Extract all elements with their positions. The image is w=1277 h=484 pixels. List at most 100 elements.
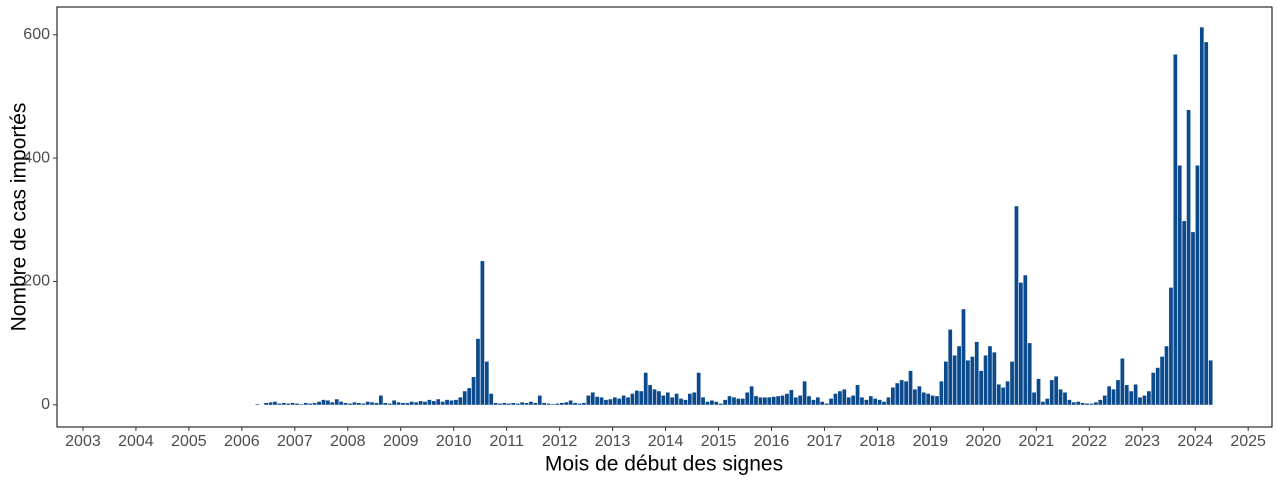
bar [321,399,326,405]
bar [577,403,582,405]
bar [696,372,701,405]
bar [785,393,789,405]
bar [626,397,630,405]
bar [1014,206,1019,405]
bar [1080,402,1085,405]
bar [484,361,489,405]
bar [683,399,688,405]
bar [921,392,926,405]
bar [476,338,480,405]
bar [1049,380,1054,405]
bar [846,397,851,405]
bar [643,372,648,405]
x-tick-label: 2022 [1071,433,1107,450]
bar [802,381,807,405]
bar [1018,282,1023,405]
bar [749,386,754,405]
bar [462,391,467,405]
bar [908,370,913,405]
bar [520,402,525,405]
x-tick-label: 2013 [595,433,631,450]
bar [1195,165,1200,405]
bar [913,389,917,405]
bar [771,396,776,405]
bar [564,402,569,405]
bar [974,341,979,405]
bar [758,397,763,405]
x-tick-label: 2025 [1230,433,1266,450]
y-axis-title: Nombre de cas importés [8,103,31,332]
bar [277,403,282,405]
bar [930,395,935,405]
bar [882,401,886,405]
bar [480,261,485,405]
bar [330,402,335,405]
bar [317,401,321,405]
bar [710,400,714,405]
bar [1173,54,1178,405]
bar [1001,387,1006,405]
bar [1058,389,1063,405]
bar [665,392,670,405]
x-tick-label: 2018 [860,433,896,450]
bar [851,395,856,405]
bar [961,309,966,405]
bar [1098,399,1103,405]
bar [1164,346,1169,405]
bar [970,356,975,405]
bar [396,402,401,405]
bar [1067,399,1072,405]
bar [1142,395,1147,405]
bar [383,402,388,405]
bar [877,399,882,405]
bar [767,397,772,405]
bar [334,399,339,405]
x-tick-label: 2008 [330,433,366,450]
bar [1054,376,1059,405]
bar [295,403,299,405]
bar [507,403,511,405]
bar [1191,232,1195,405]
bar [780,395,785,405]
bar [745,392,750,405]
bar [573,402,577,405]
bar [807,396,811,405]
bar [427,399,432,405]
bar [511,402,516,405]
bar [1177,165,1182,405]
bar [674,393,679,405]
bar [621,395,626,405]
x-tick-label: 2010 [436,433,472,450]
bar [599,397,604,405]
bar [917,386,922,405]
bar [754,396,758,405]
bar [886,397,891,405]
bar [356,402,361,405]
x-tick-label: 2007 [277,433,313,450]
bar [1124,385,1129,405]
bar [352,402,357,405]
bar [502,402,507,405]
bar [387,403,392,405]
x-tick-label: 2019 [913,433,949,450]
bar [661,395,666,405]
bar [1120,358,1125,405]
bar [1208,360,1213,405]
x-tick-label: 2020 [966,433,1002,450]
bar [820,401,825,405]
bar [1151,372,1156,405]
bar [1204,42,1209,405]
bar [762,397,767,405]
bar [811,399,816,405]
bar [736,398,741,405]
bar [687,393,692,405]
bar [458,397,463,405]
bar [308,403,313,405]
bar [1036,378,1041,405]
bar [952,355,957,405]
bar [776,396,780,405]
bar [273,401,277,405]
bar [608,399,613,405]
bar [793,397,798,405]
bar [339,401,344,405]
